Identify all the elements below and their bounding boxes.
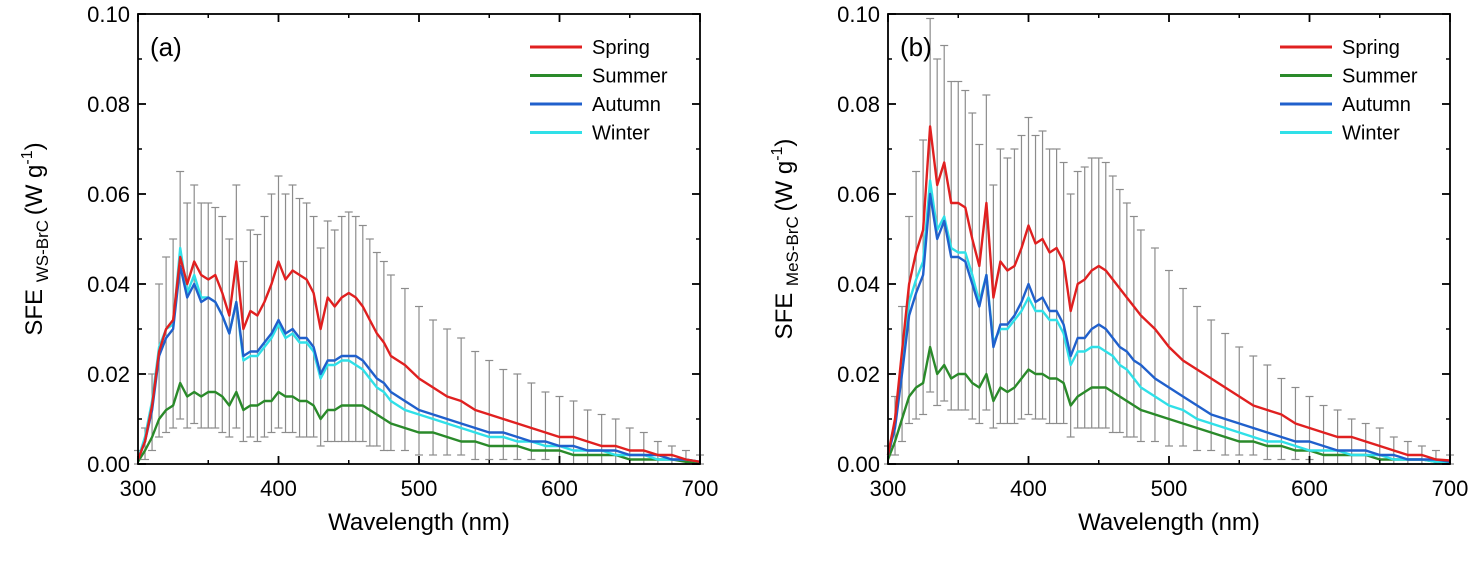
x-tick-label: 600 xyxy=(1291,476,1328,501)
x-tick-label: 500 xyxy=(401,476,438,501)
y-axis-title: SFE MeS-BrC (W g-1) xyxy=(769,139,802,340)
series-line-summer xyxy=(136,381,701,464)
x-tick-label: 400 xyxy=(1010,476,1047,501)
x-axis-title: Wavelength (nm) xyxy=(328,509,510,536)
y-tick-label: 0.02 xyxy=(87,362,130,387)
series-line-spring xyxy=(136,255,701,463)
y-tick-label: 0.00 xyxy=(87,452,130,477)
y-tick-label: 0.06 xyxy=(837,182,880,207)
y-axis-title: SFE WS-BrC (W g-1) xyxy=(19,142,52,335)
y-tick-label: 0.04 xyxy=(87,272,130,297)
legend-label-winter: Winter xyxy=(592,123,650,145)
series-line-spring xyxy=(886,125,1451,462)
series-line-winter xyxy=(886,179,1451,464)
legend-label-summer: Summer xyxy=(1342,66,1418,88)
panel-label: (a) xyxy=(150,32,182,62)
y-tick-label: 0.10 xyxy=(87,2,130,27)
y-tick-label: 0.08 xyxy=(87,92,130,117)
chart-panel-b: 300 400 500 600 700 0.00 0.02 0.04 0.06 0.08 0.10 W… xyxy=(769,2,1468,536)
x-tick-label: 700 xyxy=(682,476,719,501)
x-tick-label: 300 xyxy=(120,476,157,501)
x-tick-label: 300 xyxy=(870,476,907,501)
legend-label-spring: Spring xyxy=(1342,37,1400,59)
series-line-winter xyxy=(136,246,701,463)
x-tick-label: 500 xyxy=(1151,476,1188,501)
x-axis-title: Wavelength (nm) xyxy=(1078,509,1260,536)
series-line-summer xyxy=(886,345,1451,464)
legend-label-spring: Spring xyxy=(592,37,650,59)
y-tick-label: 0.04 xyxy=(837,272,880,297)
chart-panel-a: 300 400 500 600 700 0.00 0.02 0.04 0.06 0.08 0.10 W… xyxy=(19,2,718,536)
legend-label-summer: Summer xyxy=(592,66,668,88)
series-line-autumn xyxy=(136,264,701,463)
y-tick-label: 0.10 xyxy=(837,2,880,27)
y-tick-label: 0.06 xyxy=(87,182,130,207)
x-tick-label: 600 xyxy=(541,476,578,501)
y-tick-label: 0.08 xyxy=(837,92,880,117)
legend-label-winter: Winter xyxy=(1342,123,1400,145)
panel-label: (b) xyxy=(900,32,932,62)
error-bars xyxy=(134,170,704,465)
legend: Spring Summer Autumn Winter xyxy=(1280,37,1418,145)
legend-label-autumn: Autumn xyxy=(1342,94,1411,116)
series-line-autumn xyxy=(886,192,1451,463)
legend-label-autumn: Autumn xyxy=(592,94,661,116)
y-tick-label: 0.02 xyxy=(837,362,880,387)
legend: Spring Summer Autumn Winter xyxy=(530,37,668,145)
y-tick-label: 0.00 xyxy=(837,452,880,477)
x-tick-label: 700 xyxy=(1432,476,1469,501)
x-tick-label: 400 xyxy=(260,476,297,501)
